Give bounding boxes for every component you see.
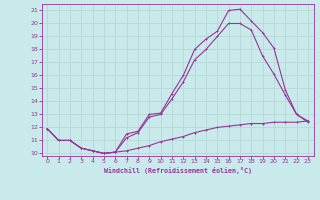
X-axis label: Windchill (Refroidissement éolien,°C): Windchill (Refroidissement éolien,°C) <box>104 167 252 174</box>
